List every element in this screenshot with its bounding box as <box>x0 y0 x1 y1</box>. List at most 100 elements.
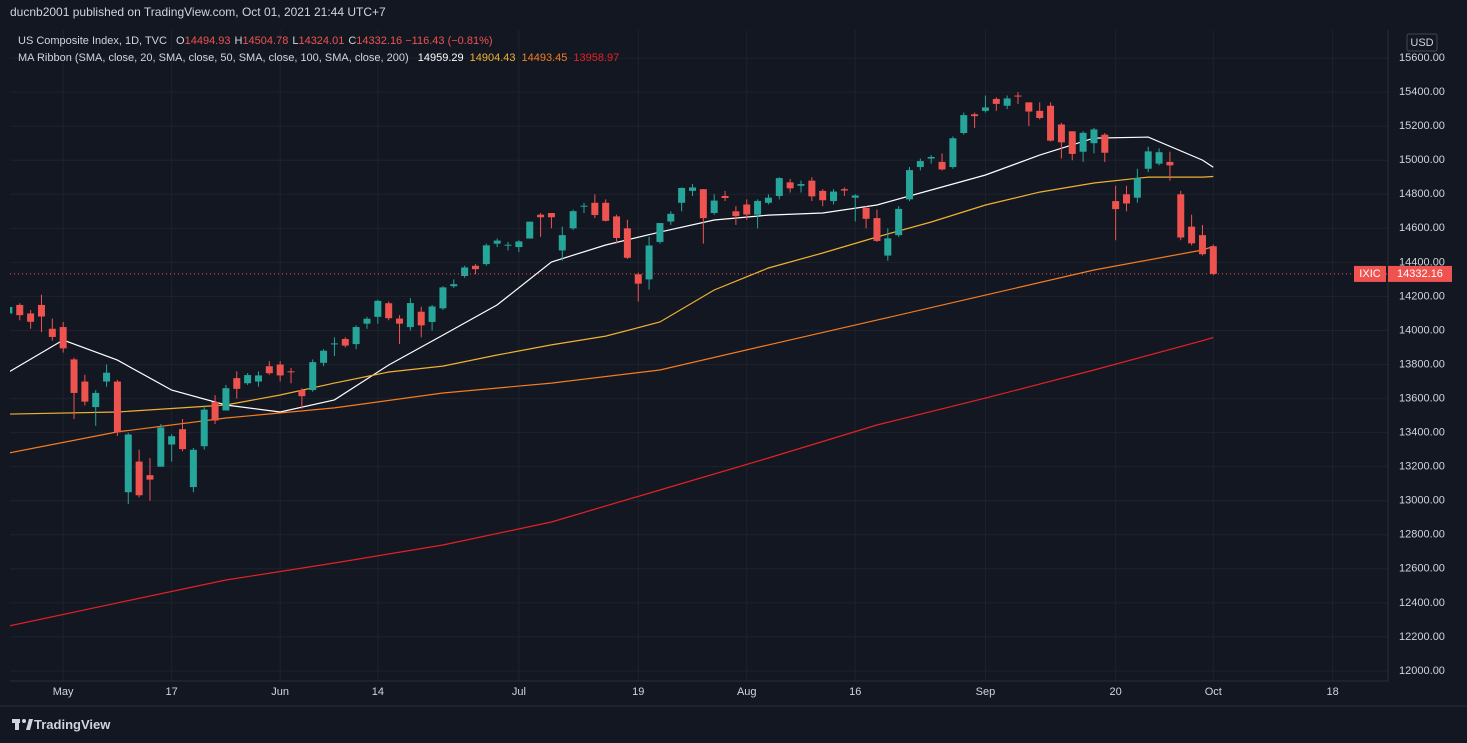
candle-body <box>70 359 78 393</box>
candle-body <box>580 205 588 207</box>
ma-value: 14904.43 <box>469 52 516 64</box>
ohlc-field: O14494.93 <box>176 35 230 47</box>
candle-body <box>27 313 35 322</box>
x-tick-label: Sep <box>976 686 996 698</box>
candle-body <box>211 401 219 421</box>
legend-change-pct: (−0.81%) <box>447 35 493 47</box>
candle-body <box>786 182 794 189</box>
candle-body <box>1133 177 1141 198</box>
candle-body <box>971 114 979 117</box>
y-tick-label: 13800.00 <box>1399 358 1445 370</box>
ohlc-key: H <box>234 35 243 47</box>
y-tick-label: 12000.00 <box>1399 665 1445 677</box>
grid <box>10 30 1388 681</box>
candle-body <box>775 178 783 196</box>
legend-title: US Composite Index, 1D, TVC <box>18 35 167 47</box>
candle-body <box>602 202 610 221</box>
ma-line <box>10 245 1214 454</box>
plot-area <box>10 92 1388 627</box>
x-tick-label: Aug <box>737 686 757 698</box>
candle-body <box>276 364 284 376</box>
candle-body <box>1036 110 1044 119</box>
ma-value: 14959.29 <box>417 52 464 64</box>
candle-body <box>1057 124 1065 143</box>
candle-body <box>363 318 371 324</box>
candle-body <box>895 208 903 236</box>
candle-body <box>233 378 241 389</box>
candle-body <box>471 265 479 270</box>
legend-change: −116.43 <box>405 35 445 47</box>
candle-body <box>81 381 89 402</box>
candle-body <box>168 436 176 445</box>
candle-body <box>645 245 653 280</box>
candle-body <box>613 216 621 239</box>
candle-body <box>981 107 989 111</box>
candle-body <box>905 170 913 200</box>
candle-body <box>569 211 577 229</box>
candle-body <box>808 180 816 197</box>
candle-body <box>873 218 881 241</box>
ohlc-field: H14504.78 <box>234 35 288 47</box>
candle-body <box>406 303 414 328</box>
candle-body <box>558 235 566 251</box>
y-tick-label: 14400.00 <box>1399 256 1445 268</box>
candle-body <box>254 375 262 382</box>
x-tick-label: Oct <box>1205 686 1222 698</box>
candle-body <box>135 461 143 496</box>
brand-logo <box>12 719 33 730</box>
candle-body <box>526 221 534 239</box>
candle-body <box>59 327 67 349</box>
candle-body <box>1166 161 1174 166</box>
candle-body <box>830 191 838 202</box>
candle-body <box>48 328 56 337</box>
y-tick-label: 12800.00 <box>1399 529 1445 541</box>
y-tick-label: 15000.00 <box>1399 154 1445 166</box>
candle-body <box>396 318 404 324</box>
candle-body <box>515 241 523 248</box>
candle-body <box>352 327 360 345</box>
candle-body <box>754 200 762 215</box>
candle-body <box>623 228 631 258</box>
candle-body <box>10 306 13 314</box>
ohlc-field: L14324.01 <box>292 35 344 47</box>
ma-value: 14493.45 <box>521 52 568 64</box>
symbol-label: IXIC <box>1359 268 1380 280</box>
legend-ma-values: 14959.29 14904.43 14493.45 13958.97 <box>412 52 620 64</box>
candle-body <box>710 200 718 214</box>
logo-part <box>26 719 33 730</box>
candle-body <box>265 366 273 374</box>
candle-body <box>591 202 599 216</box>
x-tick-label: Jul <box>512 686 526 698</box>
y-tick-label: 13400.00 <box>1399 427 1445 439</box>
candle-body <box>461 267 469 276</box>
candle-body <box>92 392 100 408</box>
candle-body <box>37 304 45 317</box>
candle-body <box>146 475 154 480</box>
x-tick-label: 17 <box>166 686 178 698</box>
candle-body <box>298 390 306 397</box>
candle-body <box>960 115 968 133</box>
candle-body <box>1188 226 1196 244</box>
ohlc-field: C14332.16 <box>348 35 402 47</box>
candle-body <box>927 156 935 159</box>
candle-body <box>374 300 382 317</box>
candle-body <box>634 274 642 284</box>
ma-value: 13958.97 <box>573 52 620 64</box>
candle-body <box>1090 129 1098 144</box>
ohlc-value: 14504.78 <box>242 35 289 47</box>
legend-ma-title: MA Ribbon (SMA, close, 20, SMA, close, 5… <box>18 52 409 64</box>
candle-body <box>667 213 675 222</box>
candle-body <box>656 223 664 242</box>
candle-body <box>938 161 946 170</box>
ohlc-key: L <box>292 35 299 47</box>
candle-body <box>330 343 338 345</box>
y-tick-label: 12400.00 <box>1399 597 1445 609</box>
x-tick-label: May <box>53 686 74 698</box>
y-tick-label: 14200.00 <box>1399 290 1445 302</box>
candle-body <box>1155 152 1163 164</box>
candle-body <box>428 306 436 322</box>
x-tick-label: 19 <box>632 686 644 698</box>
candle-body <box>222 388 230 411</box>
